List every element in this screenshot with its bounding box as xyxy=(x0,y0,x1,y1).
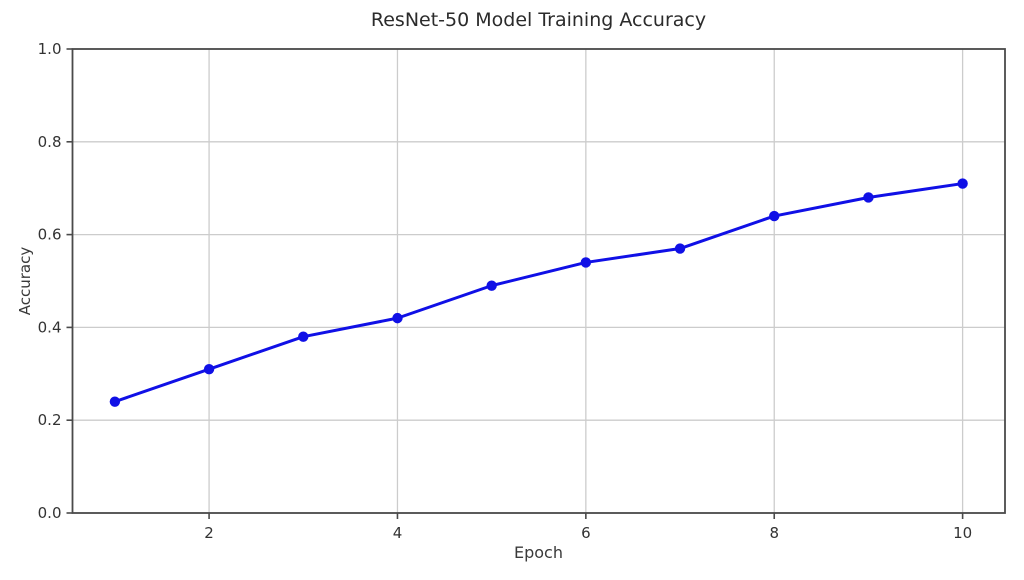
y-tick-label: 0.6 xyxy=(38,226,62,244)
y-tick-label: 0.4 xyxy=(38,318,62,336)
x-tick-label: 8 xyxy=(769,524,779,542)
x-tick-label: 2 xyxy=(204,524,214,542)
y-axis-label: Accuracy xyxy=(16,246,34,316)
y-tick-label: 1.0 xyxy=(38,40,62,58)
data-point-epoch-7 xyxy=(674,243,686,254)
data-point-epoch-9 xyxy=(863,192,874,203)
data-point-epoch-3 xyxy=(298,331,309,342)
data-point-epoch-8 xyxy=(769,210,780,222)
y-tick-label: 0.8 xyxy=(38,133,62,151)
y-tick-label: 0.2 xyxy=(38,411,62,429)
x-axis-label: Epoch xyxy=(514,543,563,562)
chart-title: ResNet-50 Model Training Accuracy xyxy=(370,9,707,31)
data-point-epoch-10 xyxy=(957,178,968,189)
data-point-epoch-4 xyxy=(392,312,403,324)
training-accuracy-line xyxy=(113,182,965,404)
data-point-epoch-5 xyxy=(486,280,497,291)
x-tick-label: 6 xyxy=(581,524,591,542)
y-tick-label: 0.0 xyxy=(38,504,62,522)
data-point-epoch-6 xyxy=(580,257,592,268)
x-tick-label: 10 xyxy=(953,524,972,542)
axes-frame xyxy=(71,48,1006,514)
x-tick-label: 4 xyxy=(393,524,403,542)
data-point-epoch-1 xyxy=(109,396,121,407)
data-point-epoch-2 xyxy=(203,363,215,375)
